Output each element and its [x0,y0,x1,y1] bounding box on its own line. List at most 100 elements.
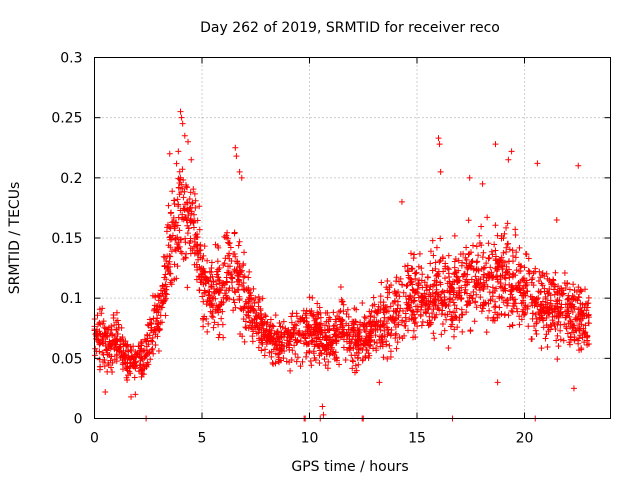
data-point [229,284,236,291]
data-point [515,261,522,268]
data-point [505,156,512,163]
data-point [548,307,555,314]
data-point [374,310,381,317]
data-point [276,338,283,345]
data-point [525,323,532,330]
data-point [418,265,425,272]
data-point [383,324,390,331]
data-point [397,275,404,282]
data-point [509,322,516,329]
data-point [451,271,458,278]
data-point [180,216,187,223]
data-point [489,284,496,291]
data-point [147,356,154,363]
data-point [434,291,441,298]
data-point [210,314,217,321]
data-point [191,211,198,218]
data-point [387,354,394,361]
data-point [384,277,391,284]
data-point [190,186,197,193]
data-point [436,258,443,265]
data-point [253,315,260,322]
data-point [555,313,562,320]
data-point [214,258,221,265]
data-point [236,277,243,284]
data-point [130,356,137,363]
data-point [235,286,242,293]
data-point [370,294,377,301]
data-point [362,353,369,360]
data-point [494,379,501,386]
data-point [581,330,588,337]
data-point [274,335,281,342]
data-point [380,354,387,361]
data-point [250,307,257,314]
data-point [577,300,584,307]
data-point [552,326,559,333]
data-point [165,260,172,267]
data-point [310,350,317,357]
data-point [269,359,276,366]
data-point [486,254,493,261]
data-point [532,268,539,275]
data-point [167,253,174,260]
data-point [481,272,488,279]
data-point [119,360,126,367]
data-point [283,328,290,335]
data-point [540,317,547,324]
data-point [478,223,485,230]
data-point [360,341,367,348]
data-point [340,336,347,343]
data-point [187,250,194,257]
data-point [171,276,178,283]
data-point [541,285,548,292]
data-point [576,294,583,301]
data-point [448,284,455,291]
data-point [461,272,468,279]
data-point [372,332,379,339]
data-point [498,284,505,291]
data-point [205,278,212,285]
data-point [101,324,108,331]
data-point [109,369,116,376]
data-point [410,298,417,305]
data-point [531,323,538,330]
data-point [224,229,231,236]
data-point [251,299,258,306]
data-point [231,230,238,237]
data-point [469,242,476,249]
data-point [189,200,196,207]
data-point [427,248,434,255]
data-point [297,363,304,370]
data-point [399,281,406,288]
data-point [519,292,526,299]
data-point [377,317,384,324]
data-point [442,260,449,267]
data-point [324,365,331,372]
data-point [451,309,458,316]
x-tick-label: 20 [516,431,534,447]
data-point [405,301,412,308]
data-point [156,293,163,300]
data-point [432,259,439,266]
data-point [565,295,572,302]
data-point [237,305,244,312]
data-point [395,312,402,319]
data-point [442,311,449,318]
data-point [197,254,204,261]
data-point [554,356,561,363]
data-point [391,288,398,295]
data-point [477,294,484,301]
data-point [349,326,356,333]
data-point [232,289,239,296]
y-axis-label: SRMTID / TECUs [7,182,23,295]
data-point [388,316,395,323]
data-point [226,240,233,247]
data-point [276,350,283,357]
data-point [294,354,301,361]
data-point [525,267,532,274]
data-point [519,276,526,283]
data-point [211,319,218,326]
data-point [359,356,366,363]
data-point [548,278,555,285]
